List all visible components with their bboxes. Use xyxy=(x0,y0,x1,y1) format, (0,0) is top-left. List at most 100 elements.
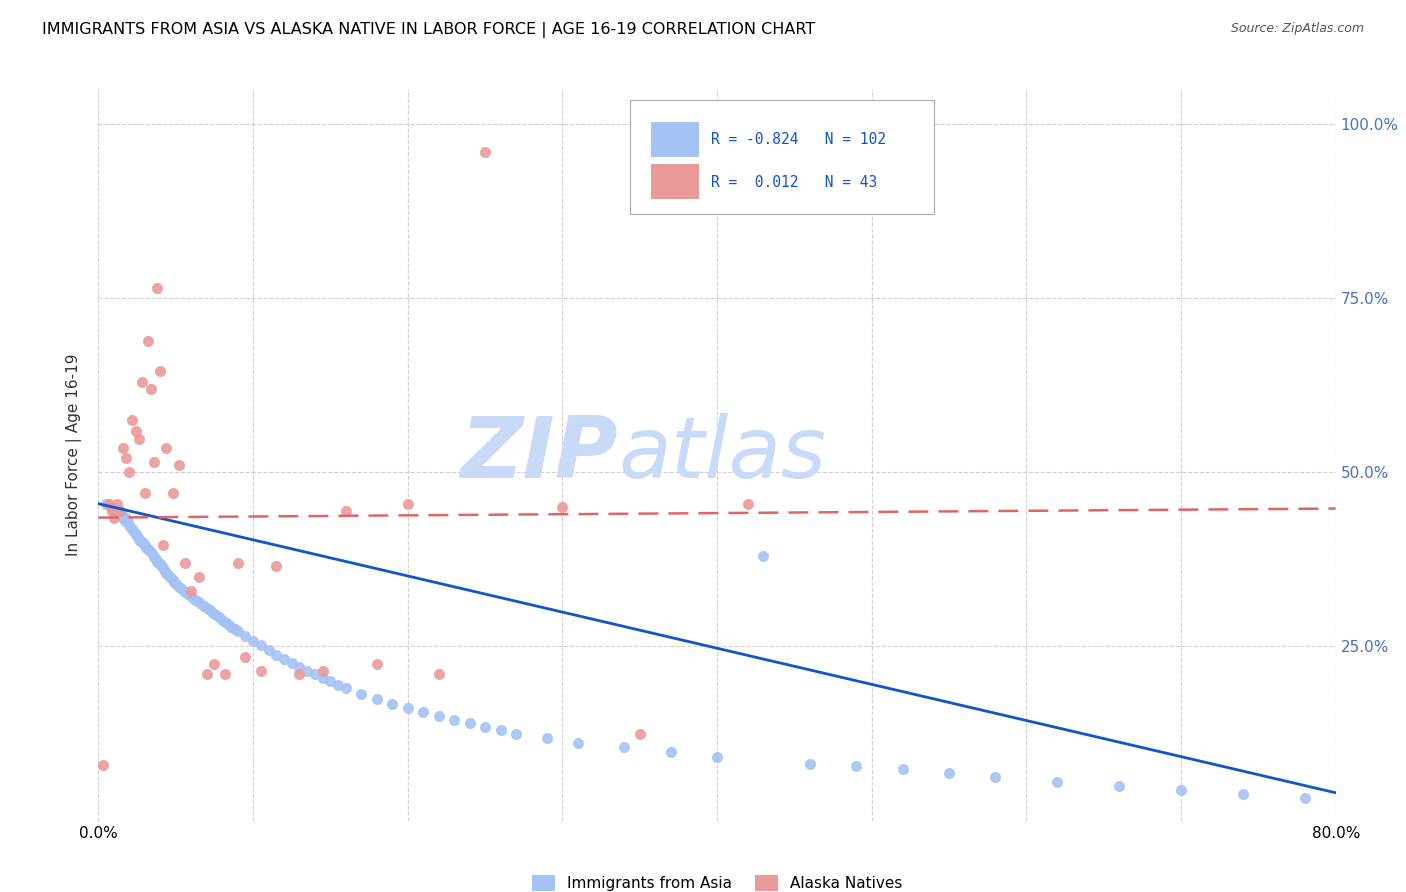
Point xyxy=(190,596,212,610)
Point xyxy=(198,603,221,617)
Point xyxy=(205,608,228,623)
Text: atlas: atlas xyxy=(619,413,827,497)
Point xyxy=(335,681,357,696)
Point xyxy=(195,601,218,615)
Point xyxy=(250,664,273,678)
Point xyxy=(183,592,205,607)
Point xyxy=(112,510,135,524)
Point xyxy=(312,671,335,685)
Point xyxy=(174,556,197,570)
Point xyxy=(121,523,143,537)
Point xyxy=(938,766,960,780)
Point xyxy=(167,458,190,473)
Point xyxy=(427,667,450,681)
Point xyxy=(845,759,868,773)
Point xyxy=(142,548,165,562)
Point xyxy=(366,691,388,706)
Point xyxy=(148,556,170,570)
Point xyxy=(105,497,128,511)
Point xyxy=(214,667,236,681)
Point xyxy=(155,441,177,455)
Point xyxy=(211,613,233,627)
Point xyxy=(235,649,257,664)
Point xyxy=(114,514,136,528)
Point xyxy=(152,539,174,553)
Point xyxy=(159,570,181,584)
Point xyxy=(170,582,193,597)
Point xyxy=(250,638,273,652)
Point xyxy=(120,521,142,535)
Point xyxy=(458,716,481,731)
Point xyxy=(235,629,257,643)
Point xyxy=(281,657,304,671)
Point xyxy=(396,700,419,714)
Point xyxy=(1170,783,1192,797)
Point xyxy=(124,424,146,438)
Point xyxy=(752,549,775,563)
Point xyxy=(350,687,373,701)
Point xyxy=(288,667,311,681)
Point xyxy=(136,334,159,349)
Point xyxy=(129,533,152,548)
Point xyxy=(489,723,512,737)
Point xyxy=(366,657,388,671)
Point xyxy=(115,451,138,466)
Point xyxy=(152,561,174,575)
Point xyxy=(136,541,159,556)
Point xyxy=(201,606,224,620)
Point xyxy=(567,736,589,750)
Point xyxy=(117,514,139,528)
Point xyxy=(266,559,288,574)
Point xyxy=(706,749,728,764)
Point xyxy=(134,486,156,500)
Point xyxy=(118,517,141,532)
Point xyxy=(149,364,172,378)
Point xyxy=(128,532,150,546)
Point xyxy=(98,497,121,511)
Point xyxy=(143,455,166,469)
Point xyxy=(128,432,150,446)
Point xyxy=(224,622,246,636)
Point xyxy=(91,758,114,772)
Text: ZIP: ZIP xyxy=(460,413,619,497)
Point xyxy=(121,413,143,427)
Point xyxy=(799,756,821,771)
Point xyxy=(96,497,118,511)
Point xyxy=(150,559,173,574)
Text: Source: ZipAtlas.com: Source: ZipAtlas.com xyxy=(1230,22,1364,36)
Point xyxy=(167,580,190,594)
Point xyxy=(266,648,288,662)
Point xyxy=(115,510,138,524)
Point xyxy=(112,441,135,455)
Text: IMMIGRANTS FROM ASIA VS ALASKA NATIVE IN LABOR FORCE | AGE 16-19 CORRELATION CHA: IMMIGRANTS FROM ASIA VS ALASKA NATIVE IN… xyxy=(42,22,815,38)
Point xyxy=(288,660,311,674)
Point xyxy=(273,652,295,666)
Point xyxy=(143,550,166,565)
Point xyxy=(180,590,202,604)
Point xyxy=(326,678,350,692)
Point xyxy=(427,709,450,723)
Point xyxy=(157,568,180,582)
Text: R = -0.824   N = 102: R = -0.824 N = 102 xyxy=(711,132,886,147)
Point xyxy=(101,503,124,517)
Point xyxy=(536,731,558,746)
Point xyxy=(984,771,1007,785)
Point xyxy=(132,536,155,550)
Point xyxy=(737,497,759,511)
Point xyxy=(257,643,280,657)
Point xyxy=(145,552,167,566)
Point xyxy=(226,556,249,570)
FancyBboxPatch shape xyxy=(651,164,699,199)
Point xyxy=(195,667,218,681)
Point xyxy=(103,510,125,524)
Point xyxy=(105,507,128,521)
Y-axis label: In Labor Force | Age 16-19: In Labor Force | Age 16-19 xyxy=(66,353,83,557)
Point xyxy=(186,594,208,608)
Point xyxy=(474,145,496,159)
Point xyxy=(1294,791,1316,805)
Point xyxy=(335,503,357,517)
Point xyxy=(1046,774,1069,789)
Point xyxy=(118,466,141,480)
Point xyxy=(108,503,131,517)
Point xyxy=(165,576,187,591)
